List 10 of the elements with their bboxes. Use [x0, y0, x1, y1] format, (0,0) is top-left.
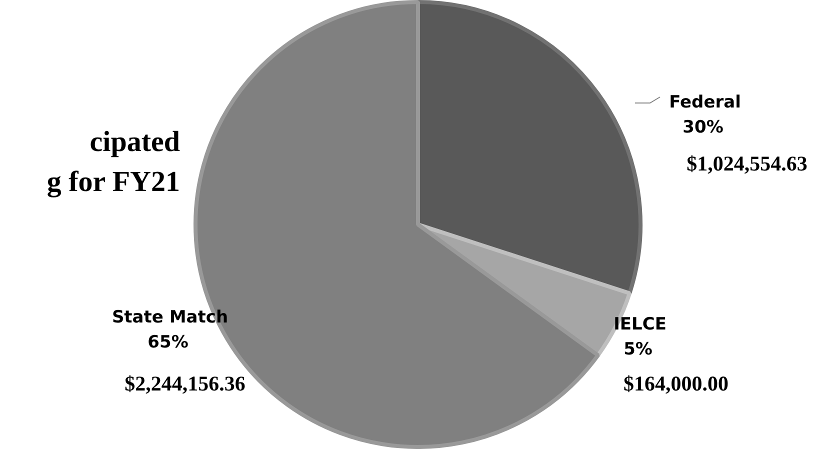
- text: $1,024,554.63: [686, 151, 808, 176]
- slice-label: State Match: [112, 307, 228, 328]
- text: cipated g for FY21: [46, 125, 180, 200]
- text: $2,244,156.36: [124, 371, 246, 396]
- data-label: 5%: [624, 339, 652, 360]
- data-label: 30%: [682, 117, 724, 138]
- slice-label: IELCE: [614, 314, 666, 334]
- text: $164,000.00: [624, 371, 728, 396]
- slice-label: Federal: [669, 92, 741, 112]
- data-label: 65%: [148, 332, 188, 352]
